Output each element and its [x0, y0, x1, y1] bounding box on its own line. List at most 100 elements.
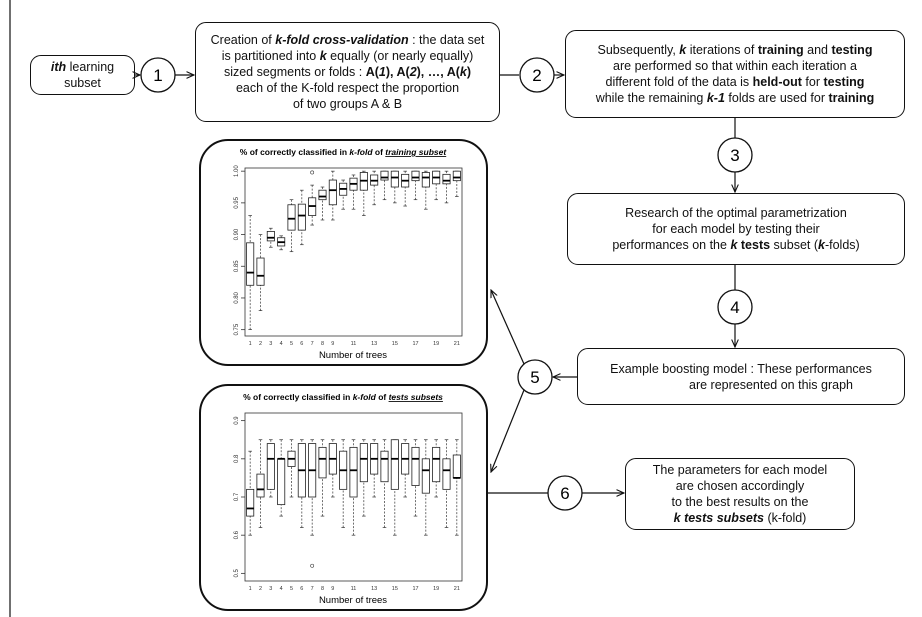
box	[266, 230, 275, 242]
text-run: k	[679, 43, 687, 57]
box	[411, 446, 420, 486]
box	[432, 446, 441, 483]
chart-title-run: tests subsets	[389, 392, 444, 402]
box	[246, 488, 255, 517]
y-tick-label: 0.75	[234, 323, 240, 335]
x-tick-label: 4	[280, 586, 283, 592]
x-tick-label: 6	[300, 341, 303, 347]
plot-area	[244, 167, 463, 337]
step-number: 1	[153, 66, 162, 85]
text-run: for each model by testing their	[652, 222, 820, 236]
text-run: are chosen accordingly	[675, 479, 805, 493]
chart-title: % of correctly classified in k-fold of t…	[240, 147, 448, 157]
box	[328, 179, 337, 206]
text-run: held-out	[752, 75, 802, 89]
x-tick-label: 21	[454, 586, 460, 592]
text-run: Example boosting model : These performan…	[610, 361, 872, 376]
x-tick-label: 11	[351, 341, 357, 347]
x-tick-label: 15	[392, 341, 398, 347]
box	[359, 443, 368, 483]
step-circle	[517, 359, 553, 395]
y-tick-label: 0.80	[234, 291, 240, 303]
text-run: training	[828, 91, 875, 105]
x-tick-label: 1	[249, 341, 252, 347]
text-run: k	[818, 238, 825, 252]
text-run: tests	[740, 238, 771, 252]
x-tick-label: 9	[331, 341, 334, 347]
x-tick-label: 7	[311, 341, 314, 347]
text-run: performances on the	[612, 238, 731, 252]
text-run: iterations of	[686, 43, 758, 57]
chart-title: % of correctly classified in k-fold of t…	[243, 392, 443, 402]
x-tick-label: 3	[269, 341, 272, 347]
step-circle	[519, 57, 555, 93]
step-number: 6	[560, 484, 569, 503]
x-tick-label: 17	[412, 586, 418, 592]
x-tick-label: 4	[280, 341, 283, 347]
chart-title-run: % of correctly classified in	[240, 147, 350, 157]
choice-box: The parameters for each model are chosen…	[625, 458, 855, 530]
text-run: subset (	[770, 238, 818, 252]
text-run: A(	[365, 65, 379, 79]
x-tick-label: 8	[321, 341, 324, 347]
x-tick-label: 13	[371, 341, 377, 347]
x-tick-label: 5	[290, 341, 293, 347]
chart-title-run: k-fold	[353, 392, 377, 402]
y-tick-label: 0.85	[234, 260, 240, 272]
box	[442, 173, 451, 185]
text-run: equally (or nearly equally)	[326, 49, 474, 63]
box	[380, 450, 389, 483]
box	[318, 446, 327, 479]
box	[256, 473, 265, 498]
text-run: are represented on this graph	[689, 377, 853, 392]
text-run: testing	[831, 43, 873, 57]
x-tick-label: 1	[249, 586, 252, 592]
text-run: k-1	[706, 91, 725, 105]
y-tick-label: 0.90	[234, 228, 240, 240]
text-run: learning	[66, 60, 115, 74]
chart-frame	[199, 384, 488, 611]
text-run: The parameters for each model	[652, 463, 828, 477]
text-run: sized segments or folds :	[223, 65, 366, 79]
step-circle	[717, 289, 753, 325]
text-run: training	[757, 43, 804, 57]
text-run: 2	[409, 65, 417, 79]
text-run: while the remaining	[595, 91, 707, 105]
x-axis-label: Number of trees	[319, 350, 387, 361]
box	[246, 242, 255, 286]
box	[349, 446, 358, 498]
x-tick-label: 3	[269, 586, 272, 592]
step-number: 2	[532, 66, 541, 85]
box	[442, 458, 451, 490]
step-circle	[140, 57, 176, 93]
x-tick-label: 11	[351, 586, 357, 592]
example-box: Example boosting model : These performan…	[577, 348, 905, 405]
outlier	[310, 170, 315, 175]
x-tick-label: 15	[392, 586, 398, 592]
y-tick-label: 0.8	[234, 454, 240, 463]
y-tick-label: 0.95	[234, 196, 240, 208]
box	[318, 189, 327, 201]
text-run: ith	[50, 60, 67, 74]
text-run: k	[319, 49, 327, 63]
chart-frame	[199, 139, 488, 366]
text-run: for	[801, 75, 824, 89]
y-tick-label: 0.6	[234, 530, 240, 539]
text-run: is partitioned into	[221, 49, 320, 63]
chart-title-run: % of correctly classified in	[243, 392, 353, 402]
text-run: each of the K-fold respect the proportio…	[235, 81, 460, 95]
text-run: of two groups A & B	[292, 97, 403, 111]
step-circle	[547, 475, 583, 511]
research-box: Research of the optimal parametrization …	[567, 193, 905, 265]
text-run: folds are used for	[724, 91, 829, 105]
x-tick-label: 8	[321, 586, 324, 592]
box	[256, 257, 265, 286]
box	[452, 170, 461, 182]
text-run: Creation of	[210, 33, 276, 47]
step-circle	[717, 137, 753, 173]
box	[266, 443, 275, 490]
text-run: -folds)	[824, 238, 860, 252]
box	[411, 170, 420, 182]
x-tick-label: 21	[454, 341, 460, 347]
